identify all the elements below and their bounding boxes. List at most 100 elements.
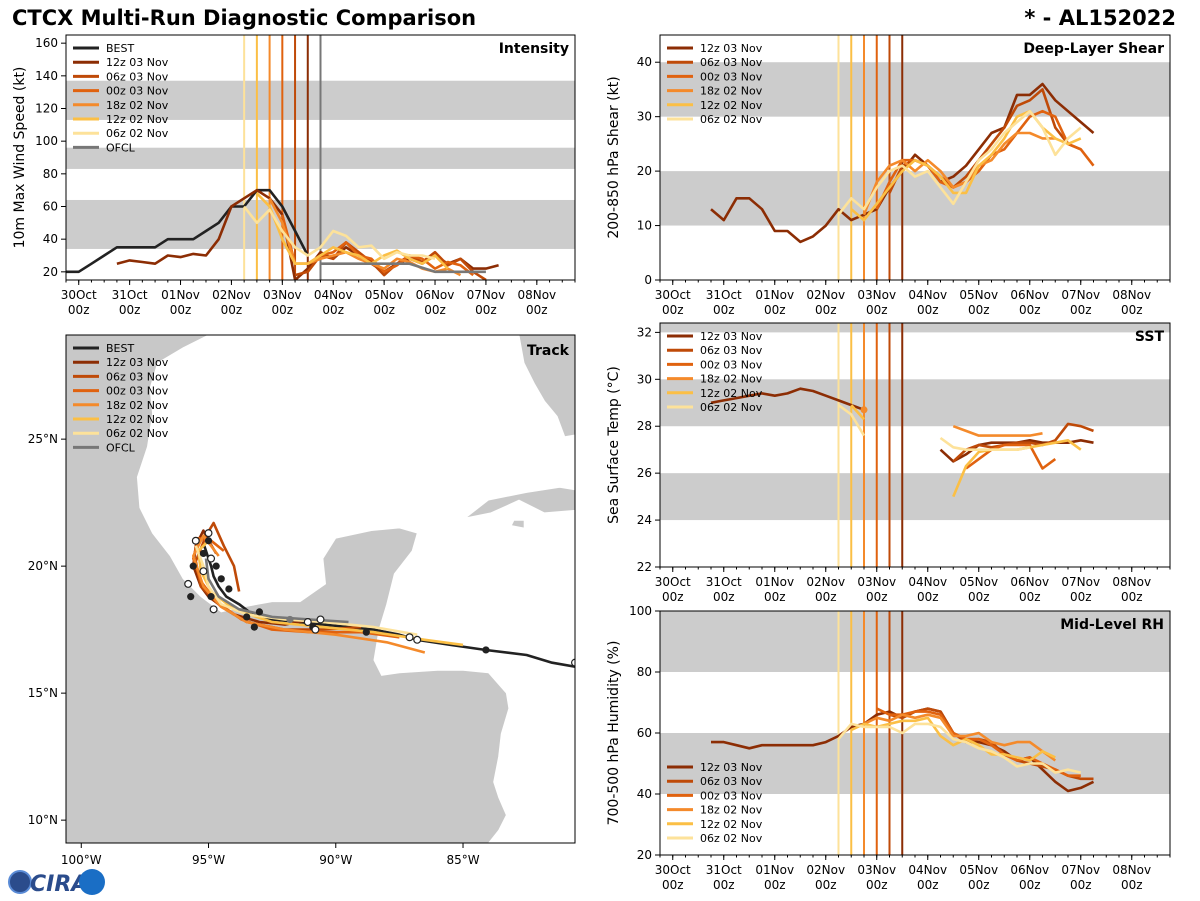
legend-label: 06z 02 Nov bbox=[106, 427, 169, 440]
x-tick-label: 08Nov bbox=[517, 288, 556, 302]
x-tick-label: 02Nov bbox=[806, 575, 845, 589]
x-tick-label: 05Nov bbox=[959, 575, 998, 589]
legend-label: 18z 02 Nov bbox=[106, 99, 169, 112]
best-position-marker-open bbox=[199, 567, 208, 576]
legend-label: 18z 02 Nov bbox=[106, 399, 169, 412]
x-tick-label: 30Oct bbox=[655, 288, 691, 302]
panel-title: Mid-Level RH bbox=[1060, 617, 1164, 633]
legend-label: 06z 03 Nov bbox=[700, 56, 763, 69]
series-line-12z-02-nov bbox=[850, 716, 1056, 762]
series-line-06z-03-nov bbox=[952, 422, 1094, 463]
x-tick-sublabel: 00z bbox=[1121, 303, 1143, 317]
best-position-marker bbox=[204, 537, 213, 545]
legend-label: 06z 02 Nov bbox=[700, 832, 763, 845]
legend-label: 00z 03 Nov bbox=[106, 85, 169, 98]
land-mass bbox=[465, 486, 575, 519]
plot-area bbox=[660, 323, 1170, 567]
x-tick-label: 06Nov bbox=[1010, 575, 1049, 589]
x-tick-sublabel: 00z bbox=[662, 590, 684, 604]
legend-label: 06z 03 Nov bbox=[106, 370, 169, 383]
series-line-06z-02-nov bbox=[243, 205, 436, 261]
x-tick-sublabel: 00z bbox=[1121, 878, 1143, 892]
x-tick-sublabel: 00z bbox=[373, 303, 395, 317]
x-tick-label: 05Nov bbox=[959, 863, 998, 877]
x-tick-label: 06Nov bbox=[1010, 288, 1049, 302]
legend-label: 00z 03 Nov bbox=[700, 70, 763, 83]
land-mass bbox=[628, 576, 641, 586]
y-tick-label: 24 bbox=[637, 513, 652, 527]
x-tick-sublabel: 00z bbox=[815, 878, 837, 892]
series-line-00z-03-nov bbox=[965, 443, 1057, 470]
x-tick-sublabel: 00z bbox=[866, 303, 888, 317]
legend-label: OFCL bbox=[106, 141, 136, 154]
y-tick-label: 100 bbox=[629, 604, 652, 618]
x-tick-sublabel: 00z bbox=[322, 303, 344, 317]
best-position-marker-open bbox=[191, 536, 200, 545]
y-tick-label: 20 bbox=[637, 164, 652, 178]
panel-rh: 30Oct00z31Oct00z01Nov00z02Nov00z03Nov00z… bbox=[606, 604, 1171, 892]
lon-tick-label: 85°W bbox=[446, 853, 479, 867]
y-tick-label: 30 bbox=[637, 110, 652, 124]
x-tick-label: 03Nov bbox=[857, 575, 896, 589]
panel-title: Intensity bbox=[499, 41, 569, 57]
x-tick-sublabel: 00z bbox=[1121, 590, 1143, 604]
panel-track: 100°W 95°W 90°W 85°W 10°N 15°N 20°N 25°N Track BE… bbox=[28, 334, 641, 867]
series-line-06z-02-nov bbox=[837, 722, 1082, 774]
x-tick-sublabel: 00z bbox=[1019, 590, 1041, 604]
ofcl-position-marker bbox=[286, 615, 294, 624]
x-tick-sublabel: 00z bbox=[968, 590, 990, 604]
x-tick-sublabel: 00z bbox=[475, 303, 497, 317]
x-tick-sublabel: 00z bbox=[1070, 303, 1092, 317]
best-position-marker-open bbox=[413, 635, 422, 644]
legend-label: 06z 03 Nov bbox=[700, 344, 763, 357]
x-tick-sublabel: 00z bbox=[764, 590, 786, 604]
best-position-marker bbox=[362, 628, 370, 636]
legend-label: 12z 03 Nov bbox=[106, 56, 169, 69]
x-tick-sublabel: 00z bbox=[221, 303, 243, 317]
y-tick-label: 30 bbox=[637, 372, 652, 386]
x-tick-sublabel: 00z bbox=[1019, 303, 1041, 317]
y-tick-label: 22 bbox=[637, 560, 652, 574]
x-tick-label: 02Nov bbox=[806, 863, 845, 877]
legend-label: 06z 02 Nov bbox=[106, 127, 169, 140]
land-mass bbox=[510, 520, 525, 529]
y-tick-label: 140 bbox=[35, 69, 58, 83]
y-tick-label: 28 bbox=[637, 419, 652, 433]
x-tick-label: 30Oct bbox=[655, 863, 691, 877]
panel-title: Deep-Layer Shear bbox=[1023, 41, 1164, 57]
globe-icon bbox=[8, 870, 32, 894]
x-tick-label: 05Nov bbox=[959, 288, 998, 302]
x-tick-label: 02Nov bbox=[806, 288, 845, 302]
series-line-12z-02-nov bbox=[850, 404, 865, 421]
series-line-18z-02-nov bbox=[952, 424, 1043, 437]
legend-label: 12z 03 Nov bbox=[700, 42, 763, 55]
y-tick-label: 40 bbox=[43, 232, 58, 246]
shaded-band bbox=[660, 473, 1170, 521]
storm-id: * - AL152022 bbox=[1024, 6, 1176, 30]
y-tick-label: 26 bbox=[637, 466, 652, 480]
y-tick-label: 60 bbox=[637, 726, 652, 740]
x-tick-label: 03Nov bbox=[857, 863, 896, 877]
legend-label: 12z 02 Nov bbox=[700, 818, 763, 831]
x-tick-sublabel: 00z bbox=[917, 878, 939, 892]
x-tick-sublabel: 00z bbox=[1070, 878, 1092, 892]
series-line-18z-02-nov bbox=[862, 131, 1056, 216]
legend-label: 06z 02 Nov bbox=[700, 401, 763, 414]
x-tick-sublabel: 00z bbox=[968, 303, 990, 317]
best-position-marker bbox=[189, 562, 197, 570]
legend-label: 12z 03 Nov bbox=[700, 330, 763, 343]
x-tick-label: 31Oct bbox=[112, 288, 148, 302]
legend-label: 12z 02 Nov bbox=[700, 99, 763, 112]
x-tick-label: 03Nov bbox=[263, 288, 302, 302]
best-position-marker bbox=[225, 585, 233, 593]
x-tick-sublabel: 00z bbox=[424, 303, 446, 317]
best-position-marker-open bbox=[405, 633, 414, 642]
y-tick-label: 40 bbox=[637, 55, 652, 69]
y-axis-label: 700-500 hPa Humidity (%) bbox=[606, 641, 622, 826]
lon-tick-label: 95°W bbox=[192, 853, 225, 867]
legend-label: 12z 02 Nov bbox=[700, 387, 763, 400]
best-position-marker bbox=[250, 623, 258, 631]
y-tick-label: 40 bbox=[637, 787, 652, 801]
x-tick-label: 01Nov bbox=[755, 288, 794, 302]
